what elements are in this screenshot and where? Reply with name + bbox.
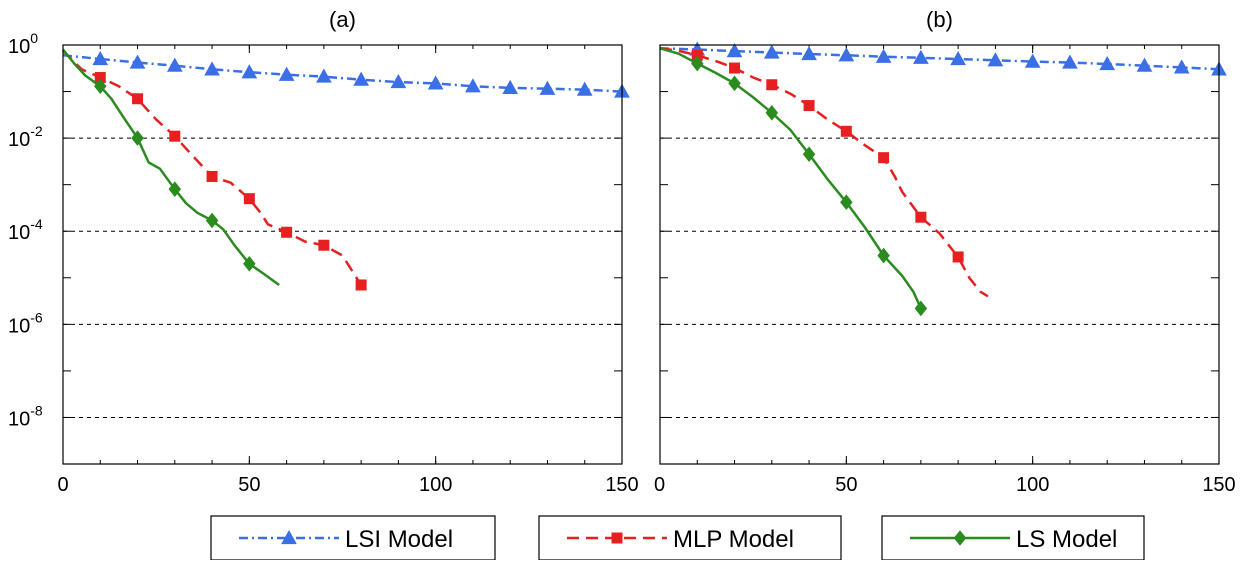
data-point-lsi-model [763,44,780,59]
data-point-lsi-model [987,52,1004,67]
data-point-lsi-model [950,50,966,66]
panel-title: (b) [926,7,953,32]
data-point-ls-model [802,146,816,163]
data-point-lsi-model [427,75,444,90]
data-point-lsi-model [502,79,519,94]
x-tick-label: 50 [238,474,260,496]
legend-label: LSI Model [345,526,453,553]
legend-marker [281,529,297,545]
data-point-mlp-model [355,279,367,291]
data-point-lsi-model [801,45,817,61]
data-point-lsi-model [278,66,295,81]
data-point-mlp-model [840,125,852,137]
data-point-mlp-model [318,239,330,251]
plot-frame [62,44,623,465]
x-tick-label: 100 [419,474,452,496]
chart-panel-a: (a) 0 50 100 150 100 10-2 10-4 10-6 10-8 [8,7,639,496]
data-point-lsi-model [1024,53,1041,68]
chart-panel-b: (b) 0 50 100 150 [654,7,1236,496]
data-point-mlp-model [243,193,255,205]
data-point-lsi-model [1173,59,1190,74]
data-point-ls-model [94,78,107,95]
x-tick-label: 50 [835,474,857,496]
data-point-mlp-model [169,130,181,142]
data-point-mlp-model [878,152,890,164]
y-tick-label: 10-8 [8,402,43,430]
data-point-mlp-model [952,251,964,263]
data-point-ls-model [131,130,144,146]
data-point-lsi-model [241,64,258,79]
y-tick-label: 10-2 [8,123,43,151]
y-tick-label: 100 [8,30,38,58]
data-point-lsi-model [1136,57,1153,72]
x-tick-label: 150 [1202,474,1235,496]
data-point-mlp-model [803,100,815,112]
data-point-ls-model [728,75,741,92]
data-point-mlp-model [132,93,144,105]
data-point-lsi-model [838,47,855,62]
data-point-lsi-model [166,57,183,72]
x-tick-label: 100 [1016,474,1049,496]
data-point-lsi-model [539,80,556,95]
data-point-lsi-model [316,68,332,83]
data-point-lsi-model [576,81,593,96]
data-point-lsi-model [1062,54,1078,69]
legend: LSI Model MLP Model LS Model [210,515,1145,561]
data-point-lsi-model [390,74,407,89]
data-point-lsi-model [204,61,220,76]
data-point-lsi-model [129,54,146,69]
legend-item-mlp-model: MLP Model [538,515,842,561]
data-point-ls-model [691,55,704,72]
data-point-lsi-model [92,50,109,66]
legend-marker [611,532,623,544]
series-line-ls-model [659,47,923,309]
x-tick-label: 0 [57,474,68,496]
data-point-lsi-model [875,48,892,63]
data-point-ls-model [765,104,779,121]
data-point-mlp-model [729,62,741,74]
y-tick-label: 10-4 [8,216,43,244]
data-point-ls-model [205,212,219,229]
data-point-ls-model [914,300,928,317]
legend-label: MLP Model [673,526,794,553]
data-point-ls-model [840,194,853,211]
legend-item-lsi-model: LSI Model [210,515,496,561]
legend-item-ls-model: LS Model [881,515,1145,561]
data-point-ls-model [168,181,182,197]
series-line-lsi-model [62,54,623,93]
x-tick-label: 150 [605,474,638,496]
series-line-mlp-model [62,49,363,286]
data-point-mlp-model [206,170,218,182]
panel-title: (a) [329,7,356,32]
data-point-lsi-model [353,71,369,86]
data-point-lsi-model [465,78,481,93]
data-point-ls-model [877,247,890,264]
data-point-lsi-model [913,49,929,64]
plot-frame [659,44,1220,465]
series-line-lsi-model [659,47,1220,71]
data-point-mlp-model [281,226,293,238]
data-point-mlp-model [766,79,778,91]
legend-label: LS Model [1016,526,1117,553]
data-point-mlp-model [915,211,927,223]
y-tick-label: 10-6 [8,309,43,337]
x-tick-label: 0 [654,474,665,496]
series-line-mlp-model [659,47,989,298]
data-point-lsi-model [726,43,743,58]
legend-marker [953,530,967,546]
data-point-ls-model [243,255,256,272]
data-point-lsi-model [1099,56,1116,71]
